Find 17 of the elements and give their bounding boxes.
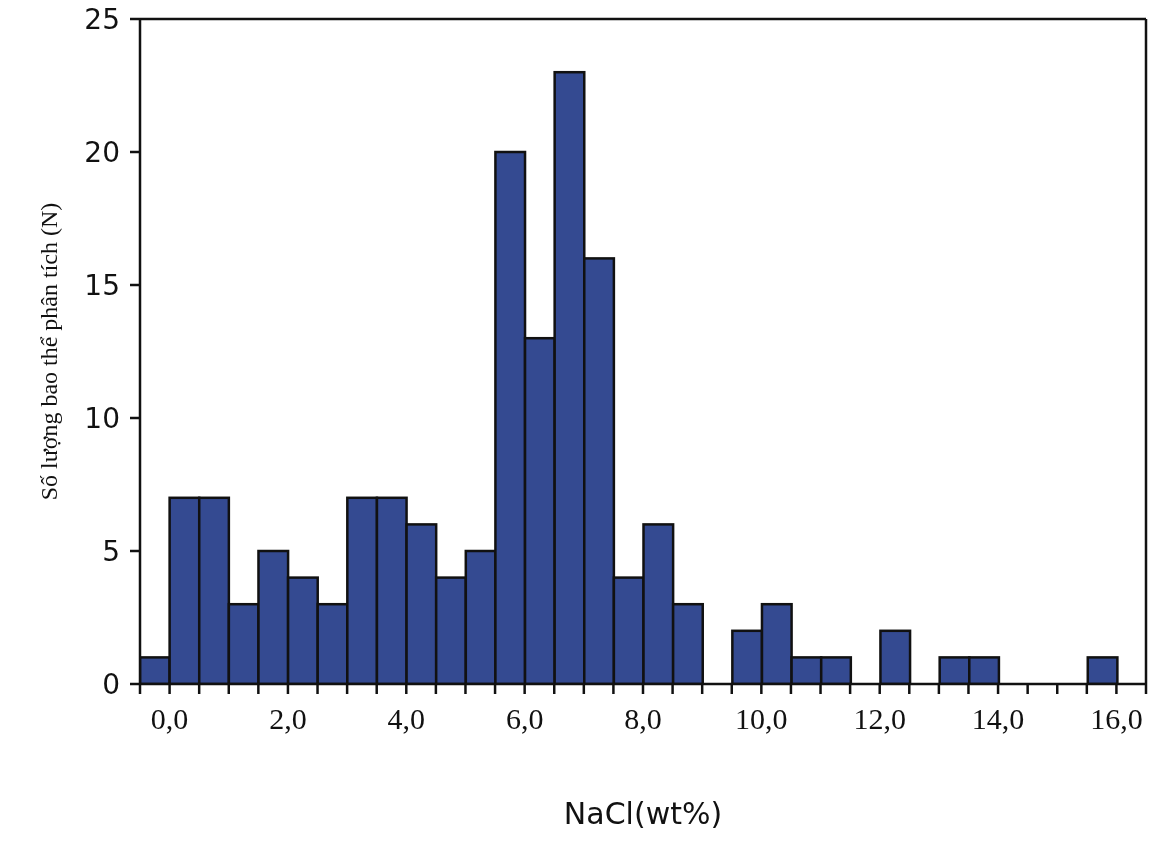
y-tick-label: 25	[84, 2, 120, 36]
x-tick-label: 6,0	[505, 702, 544, 736]
x-axis-title: NaCl(wt%)	[563, 796, 723, 831]
y-tick-label: 5	[102, 534, 120, 568]
x-tick-label: 4,0	[387, 702, 426, 736]
x-tick-label: 14,0	[971, 702, 1025, 736]
x-tick-label: 8,0	[624, 702, 662, 736]
y-tick-label: 0	[102, 667, 120, 701]
y-tick-label: 15	[84, 268, 120, 302]
y-axis-title: Số lượng bao thể phân tích (N)	[35, 202, 62, 501]
x-tick-label: 16,0	[1090, 702, 1143, 736]
x-tick-label: 0,0	[150, 702, 189, 736]
x-tick-label: 2,0	[269, 702, 307, 736]
x-tick-label: 12,0	[853, 702, 906, 736]
x-tick-label: 10,0	[735, 702, 788, 736]
y-tick-label: 20	[84, 135, 120, 169]
y-tick-label: 10	[84, 401, 120, 435]
